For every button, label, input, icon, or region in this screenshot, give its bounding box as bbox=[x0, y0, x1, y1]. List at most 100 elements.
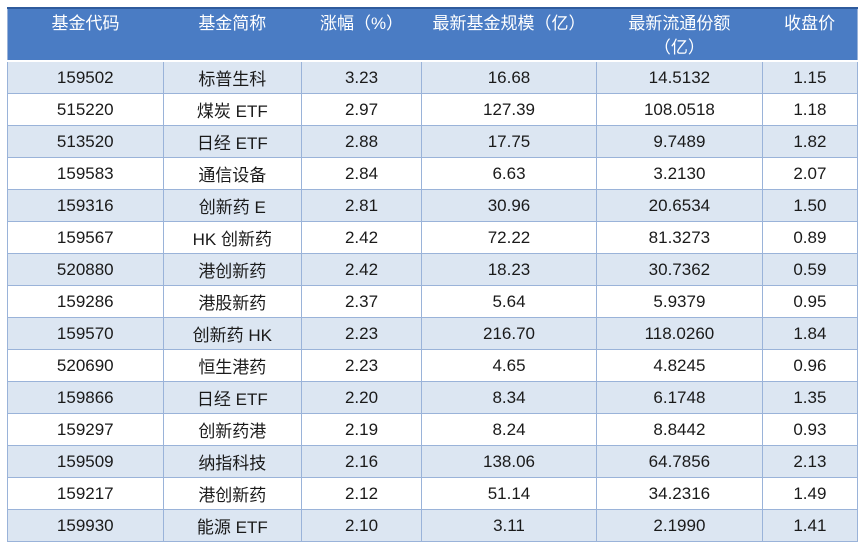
cell-fund-name: 标普生科 bbox=[162, 60, 303, 94]
table-row: 520690 恒生港药 2.23 4.65 4.8245 0.96 bbox=[7, 349, 859, 382]
cell-fund-name: 创新药 E bbox=[162, 189, 303, 222]
cell-closing-price: 2.07 bbox=[761, 157, 859, 190]
cell-fund-name: 创新药 HK bbox=[162, 317, 303, 350]
cell-circulating-shares: 34.2316 bbox=[596, 477, 763, 510]
table-row: 159316 创新药 E 2.81 30.96 20.6534 1.50 bbox=[7, 189, 859, 222]
cell-fund-scale: 8.24 bbox=[420, 413, 598, 446]
cell-closing-price: 1.49 bbox=[761, 477, 859, 510]
cell-fund-code: 159297 bbox=[7, 413, 164, 446]
cell-fund-name: HK 创新药 bbox=[162, 221, 303, 254]
cell-change-pct: 2.97 bbox=[301, 93, 422, 126]
cell-fund-code: 159286 bbox=[7, 285, 164, 318]
table-row: 159866 日经 ETF 2.20 8.34 6.1748 1.35 bbox=[7, 381, 859, 414]
cell-circulating-shares: 4.8245 bbox=[596, 349, 763, 382]
cell-closing-price: 2.13 bbox=[761, 445, 859, 478]
cell-change-pct: 2.23 bbox=[301, 317, 422, 350]
cell-circulating-shares: 3.2130 bbox=[596, 157, 763, 190]
cell-closing-price: 0.96 bbox=[761, 349, 859, 382]
column-header-closing-price: 收盘价 bbox=[762, 8, 858, 62]
cell-fund-code: 159866 bbox=[7, 381, 164, 414]
cell-change-pct: 2.10 bbox=[301, 509, 422, 542]
cell-fund-scale: 6.63 bbox=[420, 157, 598, 190]
cell-fund-name: 日经 ETF bbox=[162, 381, 303, 414]
cell-closing-price: 0.59 bbox=[761, 253, 859, 286]
cell-change-pct: 2.84 bbox=[301, 157, 422, 190]
table-row: 159509 纳指科技 2.16 138.06 64.7856 2.13 bbox=[7, 445, 859, 478]
cell-fund-code: 159217 bbox=[7, 477, 164, 510]
table-row: 513520 日经 ETF 2.88 17.75 9.7489 1.82 bbox=[7, 125, 859, 158]
cell-fund-scale: 5.64 bbox=[420, 285, 598, 318]
cell-circulating-shares: 14.5132 bbox=[596, 60, 763, 94]
table-header: 基金代码 基金简称 涨幅（%） 最新基金规模（亿） 最新流通份额 （亿） 收盘价 bbox=[7, 8, 858, 62]
column-header-change-pct: 涨幅（%） bbox=[301, 8, 422, 62]
column-header-circulating-shares: 最新流通份额 （亿） bbox=[596, 8, 763, 62]
cell-circulating-shares: 30.7362 bbox=[596, 253, 763, 286]
cell-circulating-shares: 6.1748 bbox=[596, 381, 763, 414]
cell-fund-name: 港创新药 bbox=[162, 253, 303, 286]
cell-fund-scale: 30.96 bbox=[420, 189, 598, 222]
cell-fund-code: 159930 bbox=[7, 509, 164, 542]
table-row: 159930 能源 ETF 2.10 3.11 2.1990 1.41 bbox=[7, 509, 859, 542]
table-row: 159286 港股新药 2.37 5.64 5.9379 0.95 bbox=[7, 285, 859, 318]
column-header-fund-name: 基金简称 bbox=[163, 8, 302, 62]
table-row: 159217 港创新药 2.12 51.14 34.2316 1.49 bbox=[7, 477, 859, 510]
header-row: 基金代码 基金简称 涨幅（%） 最新基金规模（亿） 最新流通份额 （亿） 收盘价 bbox=[7, 8, 858, 62]
table-row: 159583 通信设备 2.84 6.63 3.2130 2.07 bbox=[7, 157, 859, 190]
cell-fund-code: 159583 bbox=[7, 157, 164, 190]
cell-fund-scale: 127.39 bbox=[420, 93, 598, 126]
cell-fund-scale: 51.14 bbox=[420, 477, 598, 510]
cell-circulating-shares: 2.1990 bbox=[596, 509, 763, 542]
cell-closing-price: 1.50 bbox=[761, 189, 859, 222]
cell-closing-price: 0.89 bbox=[761, 221, 859, 254]
cell-fund-name: 日经 ETF bbox=[162, 125, 303, 158]
cell-fund-name: 煤炭 ETF bbox=[162, 93, 303, 126]
cell-closing-price: 1.18 bbox=[761, 93, 859, 126]
cell-closing-price: 0.93 bbox=[761, 413, 859, 446]
cell-circulating-shares: 81.3273 bbox=[596, 221, 763, 254]
cell-closing-price: 1.15 bbox=[761, 60, 859, 94]
cell-fund-name: 港创新药 bbox=[162, 477, 303, 510]
cell-fund-scale: 216.70 bbox=[420, 317, 598, 350]
cell-change-pct: 2.81 bbox=[301, 189, 422, 222]
cell-closing-price: 0.95 bbox=[761, 285, 859, 318]
cell-circulating-shares: 20.6534 bbox=[596, 189, 763, 222]
cell-fund-code: 159502 bbox=[7, 60, 164, 94]
cell-closing-price: 1.84 bbox=[761, 317, 859, 350]
cell-change-pct: 2.42 bbox=[301, 253, 422, 286]
cell-closing-price: 1.82 bbox=[761, 125, 859, 158]
cell-fund-code: 520880 bbox=[7, 253, 164, 286]
cell-change-pct: 2.12 bbox=[301, 477, 422, 510]
table-row: 159570 创新药 HK 2.23 216.70 118.0260 1.84 bbox=[7, 317, 859, 350]
fund-table: 基金代码 基金简称 涨幅（%） 最新基金规模（亿） 最新流通份额 （亿） 收盘价… bbox=[7, 7, 859, 542]
cell-circulating-shares: 5.9379 bbox=[596, 285, 763, 318]
cell-change-pct: 2.16 bbox=[301, 445, 422, 478]
cell-fund-code: 159570 bbox=[7, 317, 164, 350]
cell-fund-scale: 17.75 bbox=[420, 125, 598, 158]
cell-closing-price: 1.41 bbox=[761, 509, 859, 542]
cell-fund-code: 159316 bbox=[7, 189, 164, 222]
cell-fund-code: 159509 bbox=[7, 445, 164, 478]
cell-circulating-shares: 8.8442 bbox=[596, 413, 763, 446]
cell-fund-code: 515220 bbox=[7, 93, 164, 126]
cell-fund-name: 能源 ETF bbox=[162, 509, 303, 542]
cell-fund-name: 恒生港药 bbox=[162, 349, 303, 382]
cell-fund-scale: 8.34 bbox=[420, 381, 598, 414]
cell-circulating-shares: 64.7856 bbox=[596, 445, 763, 478]
table-row: 159567 HK 创新药 2.42 72.22 81.3273 0.89 bbox=[7, 221, 859, 254]
cell-fund-code: 159567 bbox=[7, 221, 164, 254]
cell-fund-name: 通信设备 bbox=[162, 157, 303, 190]
cell-fund-scale: 72.22 bbox=[420, 221, 598, 254]
cell-fund-scale: 16.68 bbox=[420, 60, 598, 94]
cell-change-pct: 2.19 bbox=[301, 413, 422, 446]
column-header-fund-code: 基金代码 bbox=[7, 8, 164, 62]
table-row: 515220 煤炭 ETF 2.97 127.39 108.0518 1.18 bbox=[7, 93, 859, 126]
cell-change-pct: 3.23 bbox=[301, 60, 422, 94]
table-row: 520880 港创新药 2.42 18.23 30.7362 0.59 bbox=[7, 253, 859, 286]
cell-change-pct: 2.42 bbox=[301, 221, 422, 254]
cell-fund-name: 港股新药 bbox=[162, 285, 303, 318]
cell-fund-scale: 4.65 bbox=[420, 349, 598, 382]
cell-fund-name: 创新药港 bbox=[162, 413, 303, 446]
cell-fund-code: 513520 bbox=[7, 125, 164, 158]
cell-change-pct: 2.37 bbox=[301, 285, 422, 318]
